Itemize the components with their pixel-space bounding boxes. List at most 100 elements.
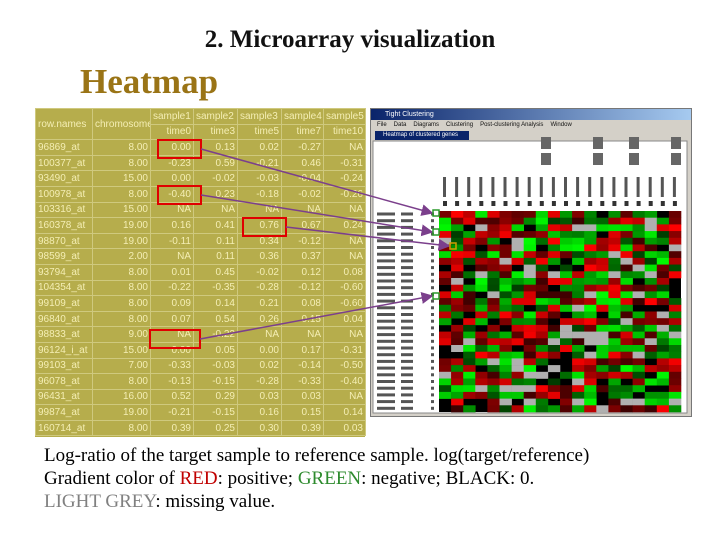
heatmap-cell — [668, 371, 682, 379]
caption-line: Log-ratio of the target sample to refere… — [44, 444, 589, 467]
heatmap-cell — [439, 217, 452, 225]
heatmap-cell — [668, 251, 682, 259]
gene-label — [431, 279, 434, 283]
gene-label — [401, 313, 413, 316]
heatmap-cell — [451, 385, 464, 393]
heatmap-cell — [620, 231, 633, 239]
heatmap-cell — [535, 264, 549, 272]
heatmap-cell — [487, 304, 500, 312]
heatmap-cell — [668, 257, 682, 265]
heatmap-cell — [463, 378, 476, 386]
sample-label — [612, 177, 616, 197]
heatmap-cell — [499, 338, 512, 346]
heatmap-cell — [584, 398, 597, 406]
sample-label — [503, 201, 508, 206]
heatmap-cell — [596, 405, 609, 413]
heatmap-cell — [451, 231, 464, 239]
heatmap-cell — [523, 398, 537, 406]
gene-label — [401, 259, 413, 263]
heatmap-cell — [632, 318, 645, 326]
heatmap-cell — [451, 278, 464, 285]
gene-label — [377, 232, 395, 236]
gene-label — [377, 225, 395, 229]
heatmap-cell — [560, 264, 573, 272]
heatmap-cell — [523, 331, 537, 339]
heatmap-cell — [523, 385, 537, 393]
heatmap-cell — [547, 311, 561, 319]
table-row: 96124_i_at 15.00 0.00 0.05 0.00 0.17 -0.31 — [35, 341, 366, 359]
heatmap-cell — [560, 304, 573, 312]
heatmap-cell — [560, 298, 573, 306]
heatmap-cell — [499, 264, 512, 272]
gene-label — [431, 400, 434, 404]
heatmap-cell — [608, 271, 621, 279]
menu-item: File — [377, 122, 387, 128]
heatmap-cell — [487, 237, 500, 245]
marker — [432, 209, 440, 217]
heatmap-cell — [475, 391, 488, 399]
heatmap-cell — [572, 244, 585, 252]
window-title: Tight Clustering — [371, 109, 691, 120]
heatmap-cell — [487, 371, 500, 379]
heatmap-cell — [632, 331, 645, 339]
heatmap-cell — [668, 391, 682, 399]
heatmap-cell — [644, 324, 658, 332]
marker — [449, 242, 457, 250]
heatmap-cell — [608, 398, 621, 406]
menu-item: Diagrams — [413, 122, 440, 128]
heatmap-cell — [475, 385, 488, 393]
heatmap-cell — [608, 405, 621, 413]
heatmap-cell — [668, 304, 682, 312]
table-row: 99109_at 8.00 0.09 0.14 0.21 0.08 -0.60 — [35, 295, 366, 312]
heatmap-cell — [632, 345, 645, 352]
heatmap-cell — [596, 324, 609, 332]
heatmap-cell — [644, 217, 658, 225]
heatmap-cell — [523, 251, 537, 259]
toolbar-icons — [541, 137, 681, 165]
heatmap-cell — [499, 224, 512, 232]
heatmap-cell — [535, 324, 549, 332]
sample-label — [672, 201, 677, 206]
heatmap-cell — [572, 251, 585, 259]
heatmap-cell — [487, 338, 500, 346]
heatmap-cell — [511, 351, 524, 359]
heatmap-cell — [596, 237, 609, 245]
heatmap-cell — [451, 224, 464, 232]
heatmap-cell — [608, 324, 621, 332]
gene-label — [431, 359, 434, 363]
heatmap-cell — [523, 338, 537, 346]
heatmap-cell — [668, 237, 682, 245]
caption-text: : 0. — [509, 468, 535, 489]
header-cell: row.names — [35, 107, 93, 141]
gene-label — [401, 326, 413, 330]
heatmap-cell — [620, 244, 633, 252]
gene-label — [377, 259, 395, 263]
heatmap-cell — [439, 304, 452, 312]
heatmap-cell — [523, 291, 537, 299]
heatmap-cell — [560, 324, 573, 332]
gene-label — [377, 339, 395, 343]
table-row: 99103_at 7.00 -0.33 -0.03 0.02 -0.14 -0.50 — [35, 357, 366, 375]
gene-label — [377, 359, 395, 363]
heatmap-cell — [656, 371, 670, 379]
heatmap-cell — [475, 371, 488, 379]
heatmap-cell — [499, 271, 512, 279]
menu-bar: File Data Diagrams Clustering Post-clusterin… — [371, 120, 691, 130]
heatmap-cell — [439, 231, 452, 239]
gene-label — [377, 239, 395, 243]
heatmap-cell — [463, 271, 476, 279]
heatmap-cell — [523, 405, 537, 413]
heatmap-cell — [608, 391, 621, 399]
heatmap-cell — [560, 237, 573, 245]
heatmap-cell — [535, 371, 549, 379]
heatmap-cell — [644, 365, 658, 373]
heatmap-cell — [632, 324, 645, 332]
heatmap-cell — [499, 331, 512, 339]
heatmap-cell — [463, 318, 476, 326]
heatmap-cell — [463, 251, 476, 259]
heatmap — [439, 211, 682, 413]
heatmap-cell — [584, 231, 597, 239]
table: row.names chromosome sample1 sample2 sample3… — [35, 107, 366, 437]
heatmap-cell — [560, 331, 573, 339]
